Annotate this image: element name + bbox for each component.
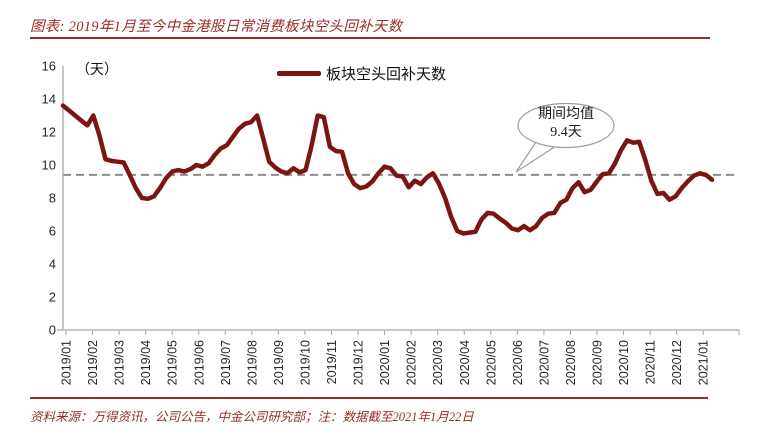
x-tick-label: 2020/12 <box>670 340 684 385</box>
x-tick-label: 2019/04 <box>139 340 153 385</box>
mean-callout-line1: 期间均值 <box>538 107 594 122</box>
mean-callout-bubble <box>517 102 615 149</box>
x-tick-label: 2019/09 <box>272 340 286 385</box>
x-tick-label: 2020/02 <box>405 340 419 385</box>
x-tick-label: 2019/11 <box>325 340 339 384</box>
title-divider <box>30 37 710 39</box>
x-tick-label: 2020/09 <box>591 340 605 385</box>
footer-divider <box>30 397 708 399</box>
legend-label: 板块空头回补天数 <box>326 67 447 83</box>
x-tick-label: 2020/08 <box>564 340 578 385</box>
figure-title: 图表: 2019年1月至今中金港股日常消费板块空头回补天数 <box>30 19 403 35</box>
x-tick-label: 2019/05 <box>166 340 180 385</box>
x-tick-label: 2019/06 <box>192 340 206 385</box>
y-tick-label: 16 <box>42 59 56 74</box>
x-tick-label: 2019/03 <box>113 340 127 385</box>
x-tick-label: 2020/10 <box>617 340 631 385</box>
mean-callout-line2: 9.4天 <box>550 125 582 140</box>
y-tick-label: 0 <box>49 323 56 338</box>
y-tick-label: 8 <box>49 191 56 206</box>
x-tick-label: 2020/01 <box>378 340 392 385</box>
y-tick-label: 12 <box>42 125 56 140</box>
series-line <box>60 103 715 236</box>
y-tick-label: 10 <box>42 158 56 173</box>
mean-callout-text: 期间均值 9.4天 <box>518 106 614 142</box>
x-tick-label: 2019/10 <box>298 340 312 385</box>
x-tick-label: 2019/02 <box>86 340 100 385</box>
y-axis-unit-label: （天） <box>76 63 118 78</box>
x-tick-label: 2020/04 <box>458 340 472 385</box>
x-tick-label: 2019/07 <box>219 340 233 385</box>
y-tick-label: 6 <box>49 224 56 239</box>
x-tick-label: 2020/06 <box>511 340 525 385</box>
x-tick-label: 2021/01 <box>697 340 711 385</box>
x-tick-label: 2020/11 <box>644 340 658 384</box>
y-tick-label: 2 <box>49 290 56 305</box>
y-tick-label: 14 <box>42 92 56 107</box>
x-tick-label: 2019/01 <box>60 340 74 385</box>
x-tick-label: 2019/08 <box>245 340 259 385</box>
y-tick-label: 4 <box>49 257 56 272</box>
legend-line-swatch <box>277 71 321 76</box>
x-tick-label: 2020/07 <box>537 340 551 385</box>
chart-legend: 板块空头回补天数 <box>277 63 446 84</box>
x-tick-label: 2020/03 <box>431 340 445 385</box>
x-tick-label: 2019/12 <box>352 340 366 385</box>
x-tick-label: 2020/05 <box>484 340 498 385</box>
source-note: 资料来源：万得资讯，公司公告，中金公司研究部；注：数据截至2021年1月22日 <box>30 410 474 424</box>
